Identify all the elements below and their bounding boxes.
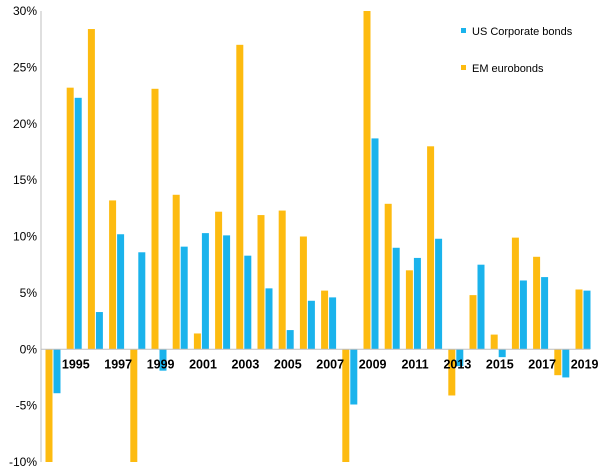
- bar-us-corporate-bonds-2002: [223, 235, 231, 350]
- x-tick-label: 2013: [443, 357, 471, 371]
- bar-em-eurobonds-1997: [109, 200, 117, 350]
- bar-us-corporate-bonds-2011: [413, 257, 421, 350]
- bar-us-corporate-bonds-1998: [138, 252, 146, 350]
- bar-us-corporate-bonds-2009: [371, 138, 379, 350]
- x-tick-label: 2015: [486, 357, 514, 371]
- x-tick-labels: 1995 1997 1999 2001 2003 2005 2007 2009 2011 2013…: [62, 357, 599, 371]
- x-tick-label: 2009: [359, 357, 387, 371]
- bar-em-eurobonds-2017: [533, 256, 541, 350]
- bar-us-corporate-bonds-2010: [392, 247, 400, 350]
- x-tick-label: 2005: [274, 357, 302, 371]
- legend-swatch-us-corporate-bonds: [461, 28, 466, 33]
- bar-em-eurobonds-2010: [384, 203, 392, 350]
- bar-us-corporate-bonds-2015: [498, 349, 506, 358]
- bar-em-eurobonds-2001: [193, 333, 201, 350]
- bar-em-eurobonds-1995: [66, 87, 74, 350]
- bar-em-eurobonds-2016: [511, 237, 519, 350]
- bar-us-corporate-bonds-2008: [350, 349, 358, 405]
- y-tick-label: 15%: [13, 173, 37, 187]
- bar-em-eurobonds-2011: [405, 270, 413, 350]
- bar-us-corporate-bonds-2005: [286, 330, 294, 350]
- bar-us-corporate-bonds-2017: [541, 277, 549, 350]
- bar-us-corporate-bonds-1999: [159, 349, 167, 371]
- bar-us-corporate-bonds-2014: [477, 264, 485, 350]
- bar-em-eurobonds-2012: [427, 146, 435, 350]
- bar-em-eurobonds-2008: [342, 349, 350, 462]
- legend-label-us-corporate-bonds: US Corporate bonds: [472, 26, 573, 38]
- bar-us-corporate-bonds-1997: [117, 234, 125, 350]
- x-tick-label: 2011: [401, 357, 428, 371]
- x-tick-label: 2007: [316, 357, 344, 371]
- bar-us-corporate-bonds-2016: [519, 280, 527, 350]
- y-tick-label: 20%: [13, 117, 37, 131]
- y-tick-labels: -10% -5% 0% 5% 10% 15% 20% 25% 30%: [9, 4, 37, 469]
- bar-us-corporate-bonds-2000: [180, 246, 188, 350]
- bar-em-eurobonds-1999: [151, 88, 159, 350]
- bar-us-corporate-bonds-2012: [435, 238, 443, 350]
- bar-us-corporate-bonds-1995: [74, 97, 82, 350]
- x-tick-label: 1995: [62, 357, 90, 371]
- bar-em-eurobonds-2018: [554, 349, 562, 376]
- y-tick-label: 10%: [13, 230, 37, 244]
- bar-em-eurobonds-2007: [321, 290, 329, 350]
- bars: [45, 11, 591, 462]
- x-tick-label: 2003: [231, 357, 259, 371]
- bar-em-eurobonds-1998: [130, 349, 138, 462]
- bar-em-eurobonds-2002: [215, 211, 223, 350]
- legend: US Corporate bonds EM eurobonds: [461, 26, 573, 75]
- bar-em-eurobonds-2000: [172, 194, 180, 350]
- bar-em-eurobonds-2009: [363, 11, 371, 350]
- bar-em-eurobonds-2005: [278, 210, 286, 350]
- bar-us-corporate-bonds-2004: [265, 288, 273, 350]
- x-tick-label: 1999: [147, 357, 175, 371]
- legend-label-em-eurobonds: EM eurobonds: [472, 63, 544, 75]
- y-tick-label: 0%: [20, 342, 38, 356]
- bar-em-eurobonds-2003: [236, 44, 244, 350]
- bar-us-corporate-bonds-2013: [456, 349, 464, 367]
- bar-em-eurobonds-2004: [257, 215, 265, 350]
- y-tick-label: -10%: [9, 455, 37, 469]
- y-axis: -10% -5% 0% 5% 10% 15% 20% 25% 30%: [9, 4, 42, 469]
- bar-us-corporate-bonds-2019: [583, 290, 591, 350]
- legend-swatch-em-eurobonds: [461, 65, 466, 70]
- bar-us-corporate-bonds-1994: [53, 349, 61, 394]
- bar-em-eurobonds-2014: [469, 295, 477, 350]
- x-tick-label: 2001: [189, 357, 217, 371]
- bar-us-corporate-bonds-2003: [244, 255, 252, 350]
- x-tick-label: 2017: [528, 357, 556, 371]
- bar-us-corporate-bonds-2001: [201, 233, 209, 350]
- bar-em-eurobonds-2019: [575, 289, 583, 350]
- y-tick-label: 30%: [13, 4, 37, 18]
- bar-us-corporate-bonds-1996: [95, 312, 103, 350]
- bar-em-eurobonds-2006: [299, 236, 307, 350]
- bar-em-eurobonds-2015: [490, 334, 498, 350]
- bar-em-eurobonds-1996: [87, 29, 95, 350]
- y-tick-label: 5%: [20, 286, 38, 300]
- bar-em-eurobonds-1994: [45, 349, 53, 462]
- x-tick-label: 1997: [104, 357, 132, 371]
- bar-us-corporate-bonds-2007: [329, 297, 337, 350]
- y-tick-label: -5%: [16, 399, 38, 413]
- bar-us-corporate-bonds-2006: [307, 300, 315, 350]
- y-tick-label: 25%: [13, 60, 37, 74]
- bar-us-corporate-bonds-2018: [562, 349, 570, 378]
- bar-em-eurobonds-2013: [448, 349, 456, 396]
- x-tick-label: 2019: [571, 357, 599, 371]
